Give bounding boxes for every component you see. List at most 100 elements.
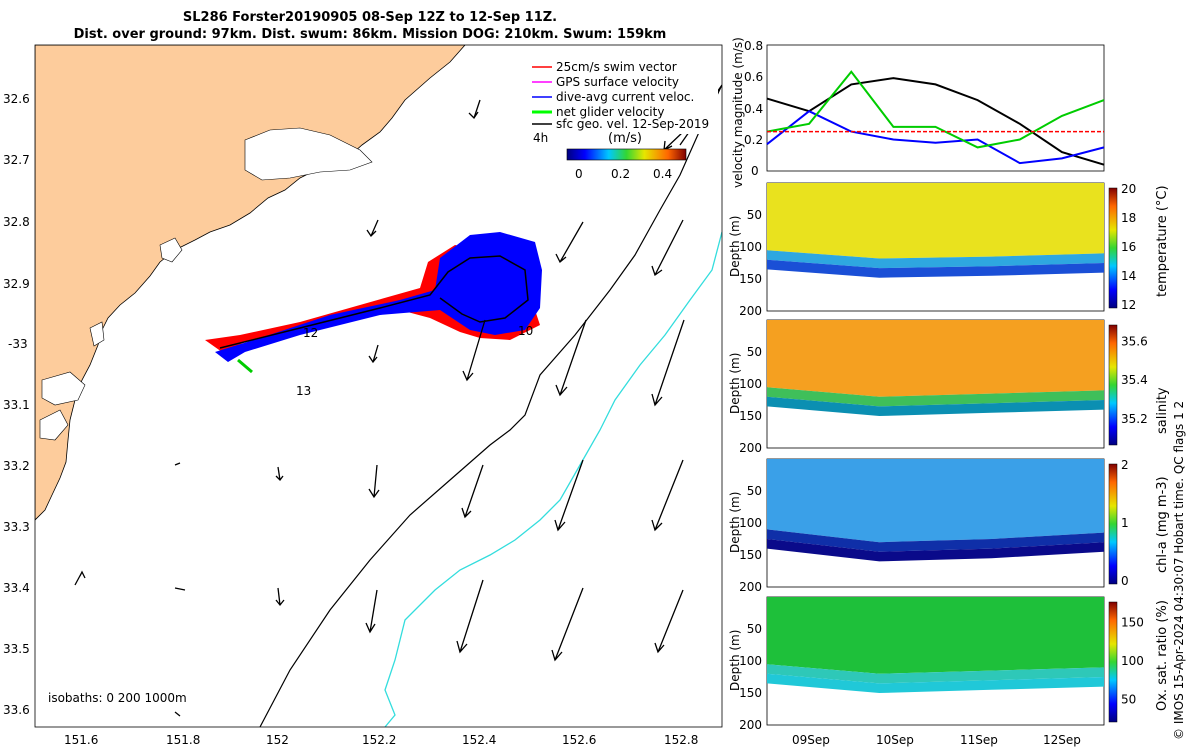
lon-tick: 152.6 (562, 733, 596, 747)
depth-tick: 200 (739, 718, 762, 732)
speed-colorbar (566, 148, 687, 161)
four-hour-label: 4h (533, 131, 548, 145)
depth-tick: 150 (739, 686, 762, 700)
velocity-series-line (766, 77, 1105, 166)
depth-tick: 200 (739, 304, 762, 318)
depth-tick: 100 (739, 377, 762, 391)
day-label-12: 12 (303, 326, 318, 340)
depth-axis-label: Depth (m) (728, 216, 742, 277)
section-panel-0: 12 14 16 18 20 temperature (°C) 50 100 150 200 Dep… (728, 182, 1170, 318)
vel-ytick: 0.6 (744, 70, 763, 84)
section-panel-1: 35.2 35.4 35.6 salinity 50 100 150 200 Depth (m) (728, 319, 1170, 455)
plot-title-line-1: SL286 Forster20190905 08-Sep 12Z to 12-S… (182, 10, 558, 25)
depth-tick: 100 (739, 516, 762, 530)
section-colorbar (1108, 601, 1118, 723)
lat-tick: 33.6 (3, 703, 30, 717)
net-glider-velocity-arrow (237, 358, 253, 374)
depth-tick: 200 (739, 580, 762, 594)
section-cbar-tick: 50 (1121, 693, 1136, 707)
section-colorbar-label: temperature (°C) (1155, 185, 1170, 297)
section-colorbar (1108, 187, 1118, 309)
lon-tick: 151.6 (64, 733, 98, 747)
lake (89, 321, 105, 347)
lon-tick: 152.4 (462, 733, 496, 747)
plot-title-line-2: Dist. over ground: 97km. Dist. swum: 86k… (73, 27, 667, 42)
section-colorbar-label: chl-a (mg m-3) (1155, 476, 1170, 573)
depth-tick: 200 (739, 441, 762, 455)
section-panel-3: 50 100 150 Ox. sat. ratio (%) 50 100 150 200 Dep… (728, 596, 1170, 732)
lat-tick: 33.2 (3, 459, 30, 473)
lat-tick: 32.8 (3, 215, 30, 229)
lon-tick: 152.8 (664, 733, 698, 747)
lat-tick: -33 (8, 337, 28, 351)
time-axis-ticks: 09Sep 10Sep 11Sep 12Sep (792, 733, 1081, 747)
depth-tick: 150 (739, 409, 762, 423)
section-cbar-tick: 100 (1121, 654, 1144, 668)
section-cbar-tick: 20 (1121, 182, 1136, 196)
depth-tick: 50 (747, 622, 762, 636)
time-tick: 09Sep (792, 733, 830, 747)
depth-tick: 150 (739, 272, 762, 286)
glider-track-center (219, 255, 529, 349)
vel-ytick: 0.8 (744, 39, 763, 53)
colorbar-tick-04: 0.4 (653, 167, 672, 181)
section-colorbar (1108, 463, 1118, 585)
time-tick: 12Sep (1043, 733, 1081, 747)
depth-tick: 100 (739, 240, 762, 254)
depth-tick: 50 (747, 208, 762, 222)
map-legend: 25cm/s swim vector GPS surface velocity … (520, 52, 718, 134)
lat-tick: 33.1 (3, 398, 30, 412)
depth-axis-label: Depth (m) (728, 353, 742, 414)
depth-tick: 50 (747, 484, 762, 498)
legend-gps-velocity: GPS surface velocity (556, 75, 679, 89)
section-cbar-tick: 35.4 (1121, 373, 1148, 387)
section-cbar-tick: 14 (1121, 269, 1136, 283)
lon-tick: 152.2 (362, 733, 396, 747)
day-label-13: 13 (296, 384, 311, 398)
section-colorbar-label: Ox. sat. ratio (%) (1155, 600, 1170, 711)
isobath-1000m (384, 231, 722, 727)
section-cbar-tick: 12 (1121, 298, 1136, 312)
section-cbar-tick: 18 (1121, 211, 1136, 225)
lake (244, 127, 373, 181)
vel-ytick: 0.4 (744, 102, 763, 116)
colorbar-unit-label: (m/s) (608, 131, 642, 146)
section-colorbar-label: salinity (1155, 387, 1170, 434)
depth-axis-label: Depth (m) (728, 630, 742, 691)
velocity-series-line (766, 110, 1105, 165)
lat-tick: 32.7 (3, 153, 30, 167)
map-axis-ticks: 151.6 151.8 152 152.2 152.4 152.6 152.8 … (3, 92, 698, 747)
lake (41, 371, 86, 406)
depth-tick: 50 (747, 345, 762, 359)
legend-swim-vector: 25cm/s swim vector (556, 60, 677, 74)
depth-axis-label: Depth (m) (728, 492, 742, 553)
lake (159, 237, 183, 263)
time-tick: 11Sep (960, 733, 998, 747)
lat-tick: 33.4 (3, 581, 30, 595)
map-frame (34, 44, 723, 728)
legend-sfc-geo-velocity: sfc geo. vel. 12-Sep-2019 (556, 117, 709, 131)
section-cbar-tick: 0 (1121, 574, 1129, 588)
section-cbar-tick: 35.2 (1121, 412, 1148, 426)
velocity-panel: 0 0.2 0.4 0.6 0.8 velocity magnitude (m/… (731, 37, 1105, 188)
isobath-200m (259, 84, 722, 727)
imos-credit: © IMOS 15-Apr-2024 04:30:07 Hobart time.… (1172, 400, 1186, 740)
vel-ytick: 0.2 (744, 133, 763, 147)
legend-net-glider-velocity: net glider velocity (556, 105, 664, 119)
lon-tick: 152 (266, 733, 289, 747)
velocity-ylabel: velocity magnitude (m/s) (731, 37, 745, 188)
isobaths-label: isobaths: 0 200 1000m (48, 691, 187, 705)
depth-tick: 150 (739, 548, 762, 562)
day-label-10: 10 (518, 324, 533, 338)
depth-tick: 100 (739, 654, 762, 668)
section-cbar-tick: 150 (1121, 615, 1144, 629)
lat-tick: 32.6 (3, 92, 30, 106)
legend-dive-avg-current: dive-avg current veloc. (556, 90, 694, 104)
lat-tick: 33.3 (3, 520, 30, 534)
vel-ytick: 0 (751, 164, 759, 178)
section-panel-2: 0 1 2 chl-a (mg m-3) 50 100 150 200 Depth (m) (728, 458, 1170, 594)
lon-tick: 151.8 (166, 733, 200, 747)
section-cbar-tick: 2 (1121, 458, 1129, 472)
section-cbar-tick: 16 (1121, 240, 1136, 254)
